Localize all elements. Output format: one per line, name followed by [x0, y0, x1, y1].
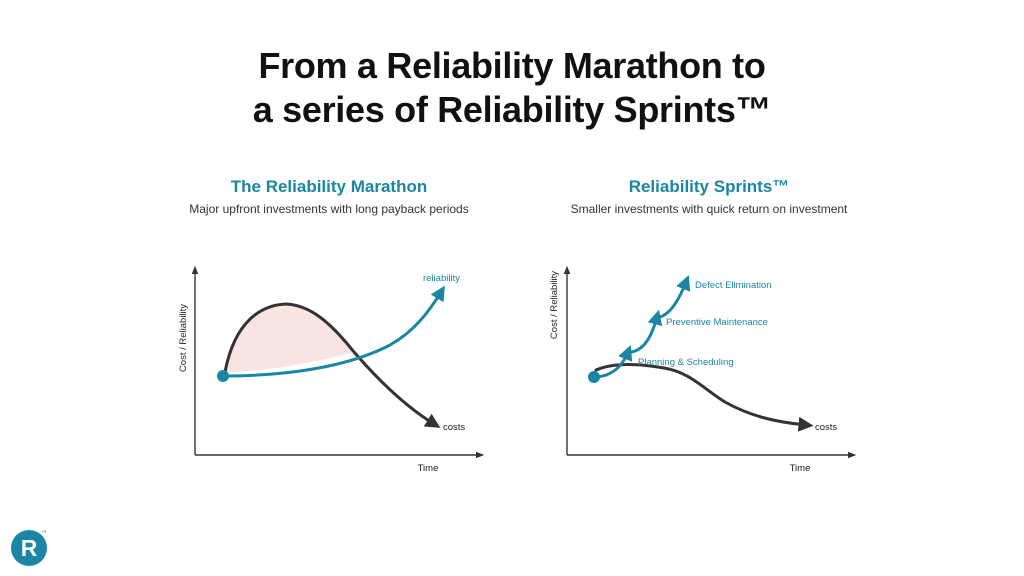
sprint-label-planning: Planning & Scheduling	[638, 357, 734, 368]
right-y-axis-label: Cost / Reliability	[549, 271, 560, 339]
sprint-label-preventive: Preventive Maintenance	[666, 317, 768, 328]
right-panel-title: Reliability Sprints™	[628, 177, 790, 196]
logo-trademark: ™	[42, 530, 47, 536]
company-logo: R ™	[11, 530, 47, 566]
sprint-arrow-2	[629, 309, 663, 354]
left-costs-label: costs	[443, 422, 465, 433]
right-costs-label: costs	[815, 422, 837, 433]
left-reliability-label: reliability	[423, 273, 460, 284]
slide-title-line-2: a series of Reliability Sprints™	[252, 89, 772, 130]
left-investment-area	[225, 304, 354, 372]
right-panel-subtitle: Smaller investments with quick return on…	[570, 202, 848, 216]
right-x-axis-label: Time	[790, 463, 811, 474]
logo-circle	[11, 530, 47, 566]
left-cost-curve	[223, 302, 441, 428]
left-start-dot	[217, 370, 229, 382]
sprint-label-defect: Defect Elimination	[695, 280, 772, 291]
left-panel-header: The Reliability Marathon Major upfront i…	[169, 176, 489, 218]
right-panel-header: Reliability Sprints™ Smaller investments…	[549, 176, 869, 218]
left-y-axis-label: Cost / Reliability	[178, 304, 189, 372]
left-reliability-curve	[221, 285, 445, 378]
left-x-axis-label: Time	[418, 463, 439, 474]
left-panel-subtitle: Major upfront investments with long payb…	[189, 202, 469, 216]
right-cost-curve	[594, 363, 814, 432]
slide-title-line-1: From a Reliability Marathon to	[258, 45, 766, 86]
right-start-dot	[588, 371, 600, 383]
slide-title: From a Reliability Marathon to a series …	[0, 44, 1024, 132]
logo-letter: R	[21, 535, 38, 561]
left-panel-title: The Reliability Marathon	[230, 177, 428, 196]
right-chart: Cost / Reliability Time Planning & Sched…	[549, 265, 857, 474]
left-chart: Cost / Reliability Time reliability cost…	[178, 265, 485, 474]
sprint-arrow-3	[658, 275, 691, 319]
